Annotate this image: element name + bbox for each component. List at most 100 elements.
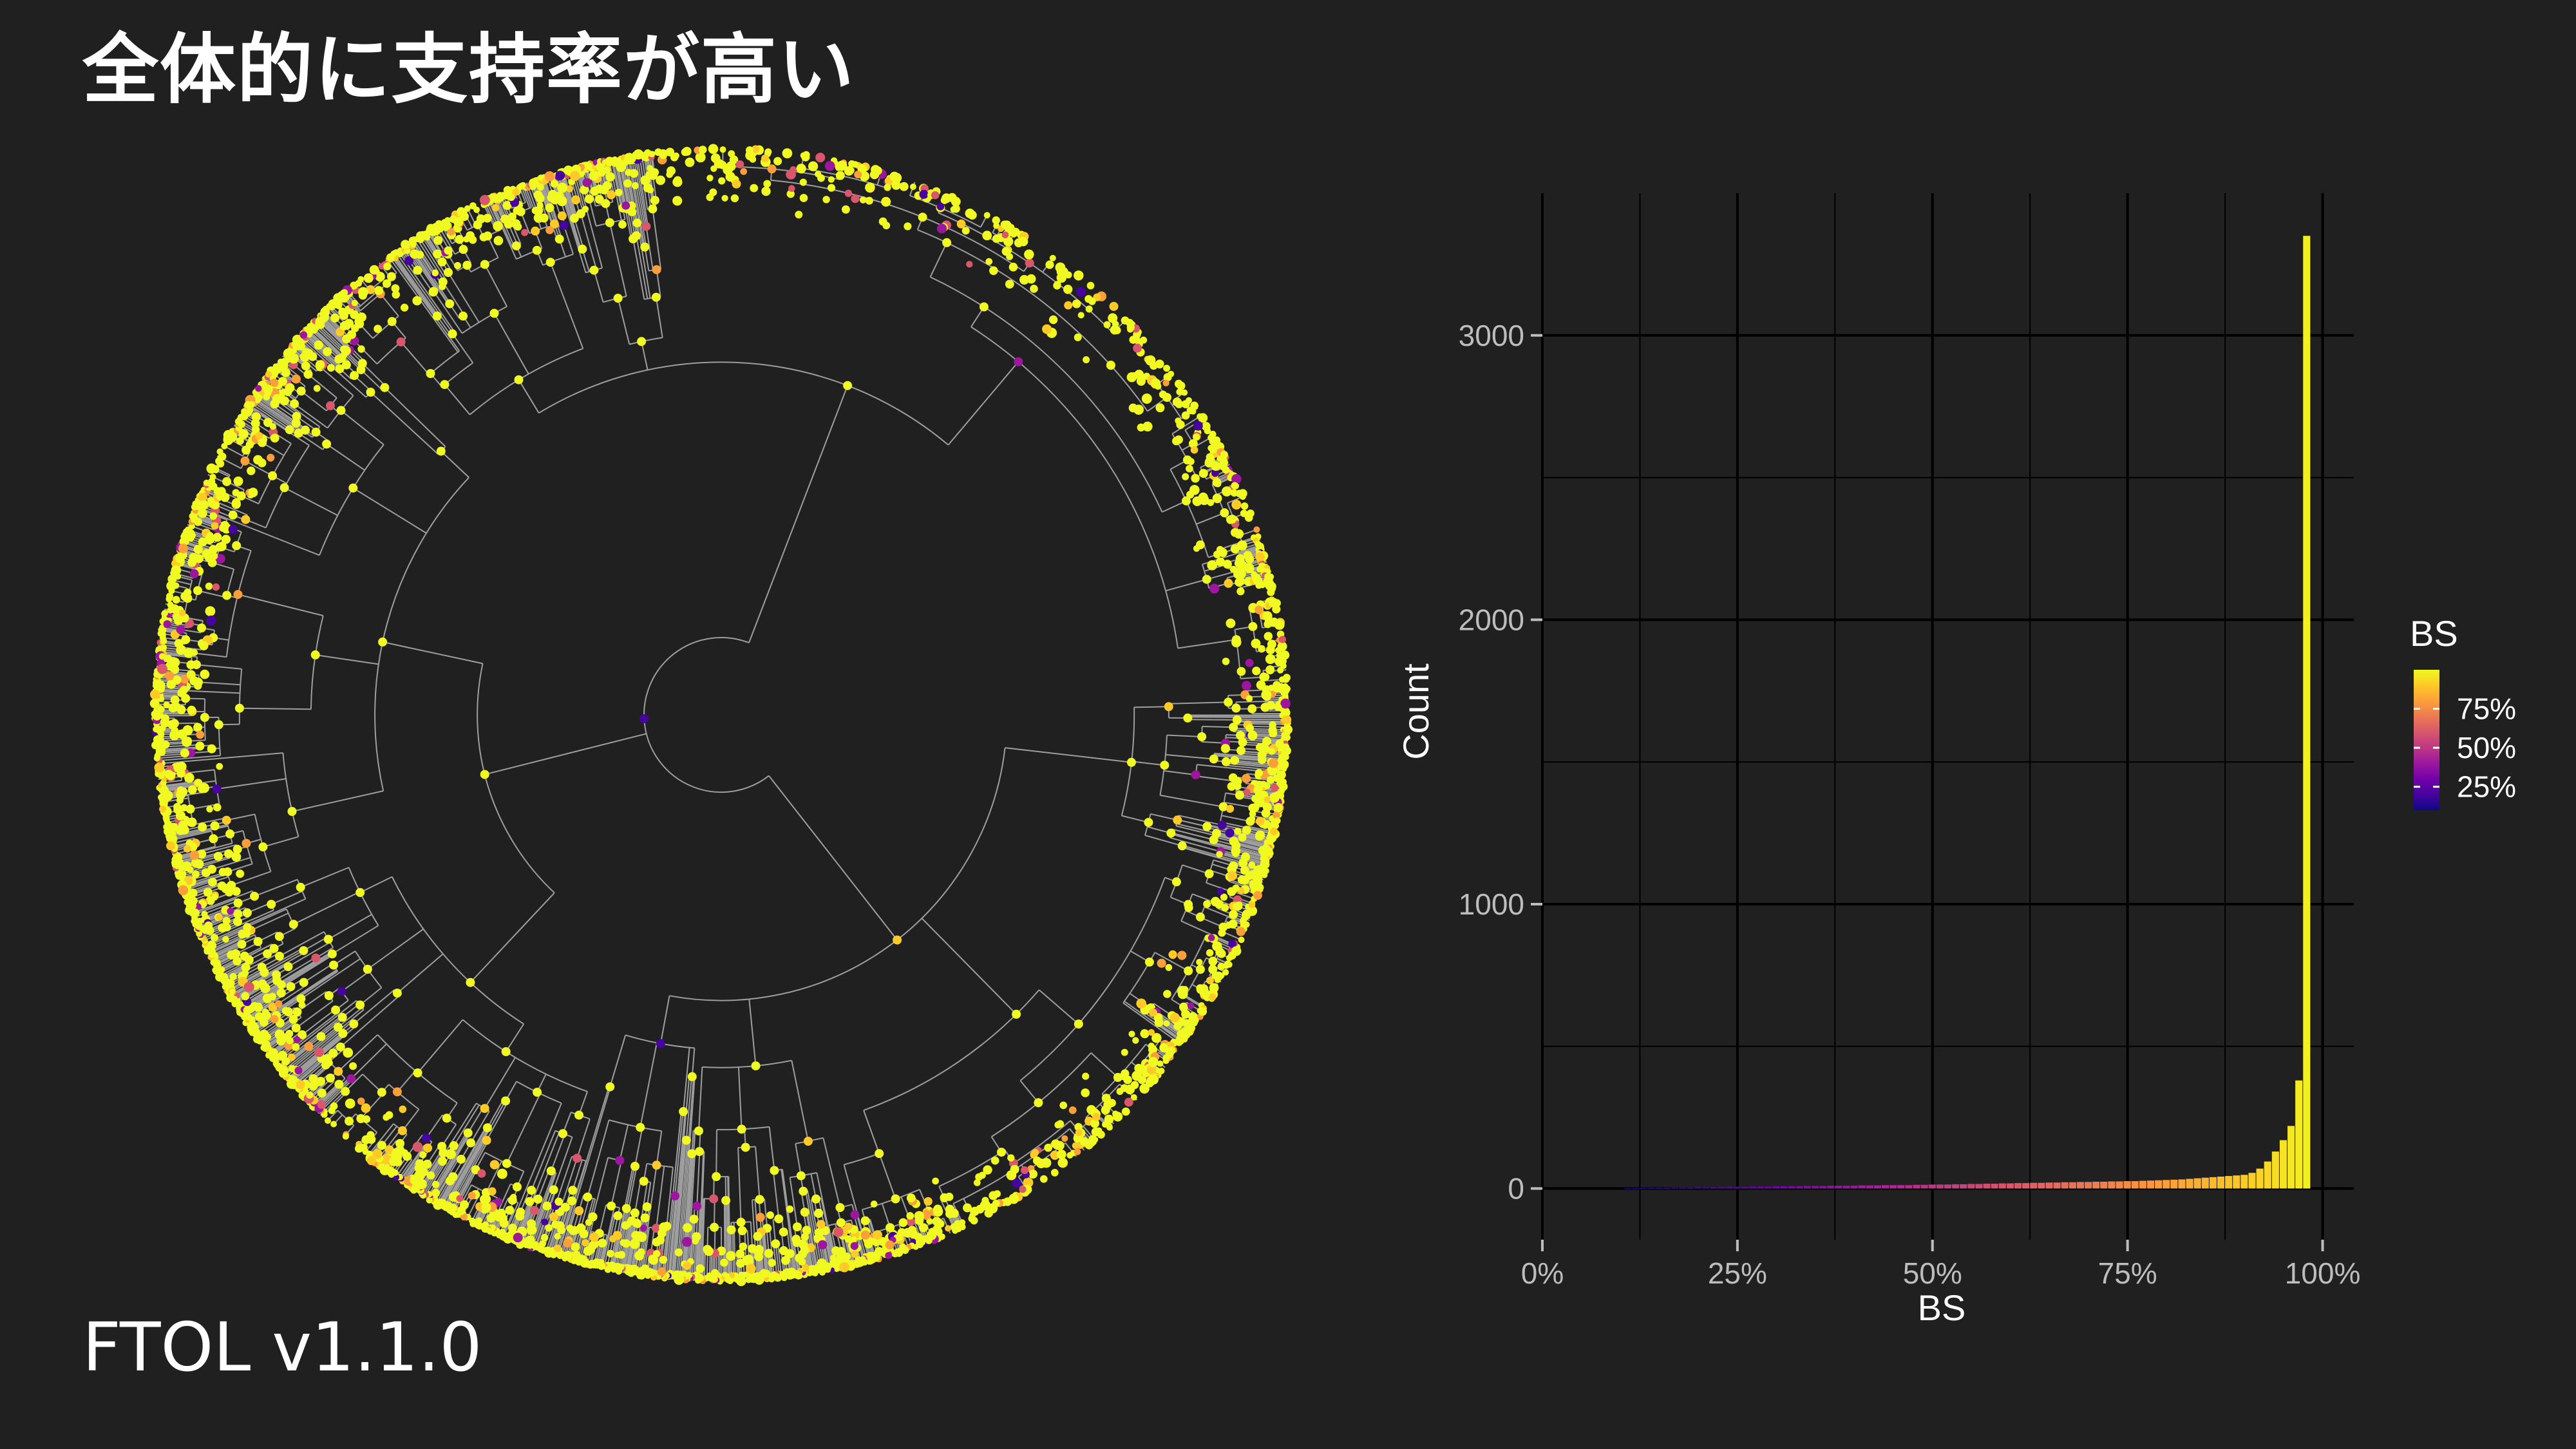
histogram-bar: [1850, 1186, 1858, 1189]
histogram-bar: [1757, 1186, 1765, 1189]
tree-node: [349, 1019, 359, 1028]
tree-node: [799, 1186, 808, 1196]
histogram-bar: [1897, 1185, 1905, 1189]
histogram-bar: [1663, 1188, 1671, 1189]
tree-node: [1240, 866, 1249, 875]
tree-node: [212, 784, 222, 794]
histogram-bar: [2108, 1181, 2116, 1189]
tree-node: [1130, 1094, 1137, 1101]
tree-node: [329, 960, 338, 970]
histogram-bar: [1632, 1188, 1640, 1189]
tree-node: [1074, 1019, 1083, 1029]
tree-node: [378, 637, 388, 647]
tree-node: [549, 1185, 558, 1195]
tree-node: [326, 1074, 335, 1083]
tree-node: [755, 1213, 765, 1222]
tree-node: [1154, 1018, 1164, 1027]
tree-node: [323, 934, 333, 944]
tree-node: [800, 1208, 810, 1217]
tree-node: [276, 988, 286, 998]
tree-node: [201, 868, 211, 878]
histogram-bar: [1975, 1184, 1983, 1189]
tree-node: [336, 1042, 345, 1052]
tree-node: [291, 1023, 301, 1033]
histogram-bar: [2271, 1151, 2279, 1189]
tree-node: [1160, 761, 1170, 770]
tree-node: [502, 1159, 511, 1168]
tree-node: [530, 1206, 539, 1215]
x-tick-label: 0%: [1521, 1256, 1564, 1290]
y-tick-label: 2000: [1459, 603, 1524, 636]
tree-node: [630, 1208, 639, 1218]
tree-node: [542, 1201, 552, 1211]
tree-node: [1173, 815, 1182, 825]
tree-node: [1164, 702, 1173, 712]
tree-node: [213, 851, 223, 861]
histogram-bar: [2061, 1182, 2069, 1189]
tree-node: [466, 978, 475, 987]
histogram-bar: [2186, 1179, 2193, 1189]
tree-node: [1218, 802, 1228, 811]
histogram-bar: [1788, 1186, 1795, 1189]
tree-node: [1261, 871, 1268, 878]
tree-node: [392, 1087, 402, 1097]
tree-node: [1266, 701, 1276, 710]
tree-node: [250, 891, 260, 901]
histogram-bar: [1811, 1186, 1819, 1189]
histogram-bar: [2248, 1173, 2256, 1189]
histogram-bar: [1819, 1186, 1827, 1189]
tree-node: [567, 1196, 576, 1206]
tree-node: [527, 1186, 536, 1195]
tree-node: [445, 1176, 455, 1186]
tree-node: [919, 1223, 928, 1233]
tree-node: [1225, 828, 1235, 838]
tree-node: [695, 1147, 704, 1157]
tree-node: [233, 917, 242, 927]
tree-node: [737, 1226, 747, 1235]
histogram-bar: [2131, 1181, 2139, 1189]
tree-node: [751, 1061, 761, 1071]
tree-node: [345, 1116, 354, 1126]
tree-node: [513, 1182, 522, 1191]
tree-node: [480, 770, 489, 779]
tree-node: [950, 1224, 957, 1231]
tree-node: [712, 1172, 721, 1181]
tree-node: [835, 1203, 845, 1213]
tree-node: [770, 1166, 779, 1175]
histogram-bar: [2100, 1181, 2108, 1189]
tree-node: [1181, 1009, 1191, 1019]
tree-node: [324, 991, 334, 1000]
tree-node: [274, 932, 284, 942]
tree-node: [568, 1186, 578, 1195]
histogram-bar: [1687, 1187, 1694, 1189]
tree-node: [207, 877, 217, 887]
tree-node: [1236, 730, 1245, 740]
tree-node: [613, 1211, 623, 1220]
color-legend: BS 25% 50% 75%: [2410, 613, 2516, 810]
histogram-bar: [1920, 1184, 1928, 1189]
y-axis-ticks: 0 1000 2000 3000: [1459, 319, 1542, 1206]
tree-node: [803, 1137, 813, 1146]
tree-node: [598, 1238, 607, 1248]
tree-node: [292, 1007, 302, 1017]
tree-node: [670, 1191, 679, 1201]
tree-node: [422, 1159, 432, 1169]
tree-node: [515, 1211, 525, 1221]
tree-node: [267, 900, 276, 909]
circular-phylogenetic-tree: [149, 144, 1293, 1287]
tree-node: [642, 1202, 652, 1211]
tree-node: [486, 1213, 496, 1223]
histogram-bar: [2170, 1179, 2178, 1189]
tree-node: [253, 937, 263, 946]
tree-node: [891, 1194, 900, 1204]
histogram-bar: [1858, 1185, 1866, 1189]
tree-node: [811, 1194, 821, 1204]
tree-node: [286, 982, 296, 991]
tree-node: [334, 1023, 343, 1032]
tree-node: [1204, 869, 1214, 878]
tree-node: [755, 1195, 764, 1204]
tree-node: [997, 1148, 1006, 1157]
tree-node: [469, 1217, 476, 1224]
tree-node: [1171, 877, 1181, 887]
tree-node: [334, 1079, 344, 1089]
